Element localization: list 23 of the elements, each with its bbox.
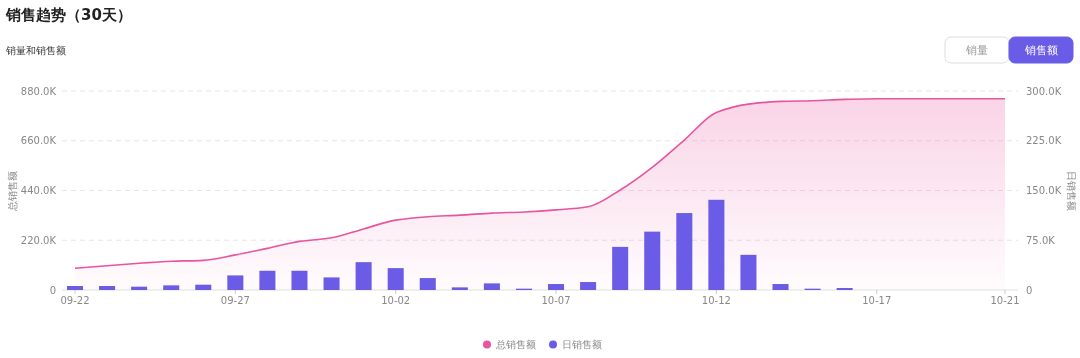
x-tick-label: 09-27 bbox=[220, 295, 250, 306]
y-tick-label: 660.0K bbox=[20, 135, 57, 147]
legend-label: 日销售额 bbox=[562, 339, 602, 350]
y-tick-label: 880.0K bbox=[20, 85, 57, 97]
y2-tick-label: 225.0K bbox=[1026, 135, 1062, 147]
y2-tick-label: 0 bbox=[1026, 284, 1033, 296]
y2-tick-label: 75.0K bbox=[1026, 234, 1056, 246]
x-tick-label: 10-21 bbox=[990, 295, 1020, 306]
y-tick-label: 220.0K bbox=[20, 234, 57, 246]
legend-label: 总销售额 bbox=[495, 339, 536, 350]
title: 销售趋势（30天） bbox=[6, 6, 132, 24]
y2-tick-label: 150.0K bbox=[1026, 185, 1062, 196]
x-tick-label: 10-12 bbox=[701, 295, 731, 306]
y2label: 日销售额 bbox=[1066, 170, 1077, 211]
subtitle: 销量和销售额 bbox=[6, 45, 66, 56]
x-tick-label: 10-17 bbox=[862, 295, 892, 306]
y2-tick-label: 300.0K bbox=[1026, 85, 1062, 97]
y-tick-label: 0 bbox=[49, 284, 56, 296]
x-tick-label: 10-07 bbox=[541, 295, 571, 306]
x-tick-label: 10-02 bbox=[381, 295, 411, 306]
y-tick-label: 440.0K bbox=[20, 185, 57, 196]
x-tick-label: 09-22 bbox=[60, 295, 90, 306]
ylabel: 总销售额 bbox=[7, 170, 18, 211]
